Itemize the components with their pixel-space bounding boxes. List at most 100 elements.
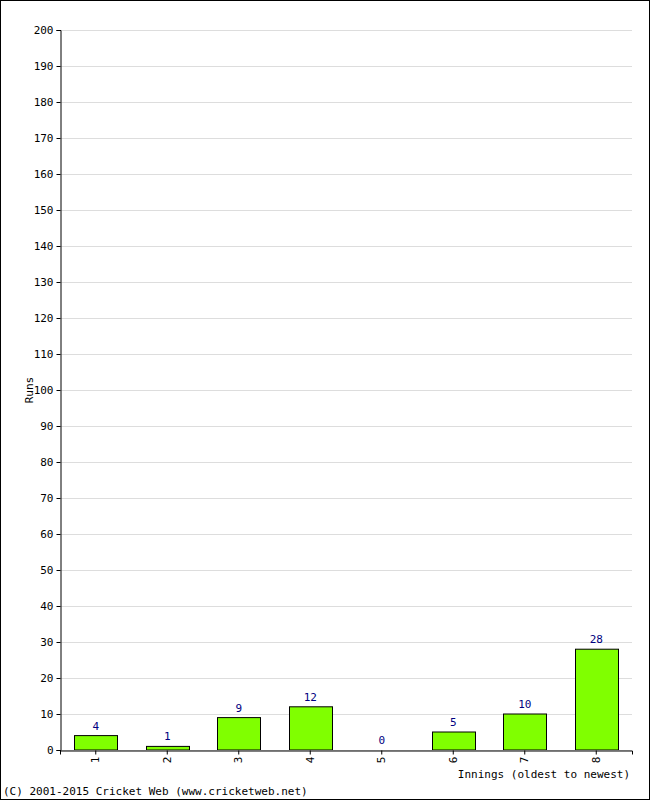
- y-tick-label: 80: [40, 456, 53, 469]
- bar: [576, 649, 619, 750]
- y-tick-mark: [57, 606, 61, 607]
- grid-line: [60, 318, 632, 319]
- y-tick: 80: [40, 456, 60, 469]
- y-tick: 150: [34, 204, 61, 217]
- x-tick-label: 8: [590, 757, 603, 764]
- y-tick-mark: [57, 390, 61, 391]
- bar: [361, 750, 404, 751]
- x-tick: 8: [590, 751, 603, 764]
- y-tick-mark: [57, 498, 61, 499]
- grid-line: [60, 354, 632, 355]
- data-label: 12: [304, 691, 317, 704]
- y-tick-mark: [57, 714, 61, 715]
- x-tick: 1: [89, 751, 102, 764]
- annotations: (C) 2001-2015 Cricket Web (www.cricketwe…: [3, 785, 308, 798]
- x-tick: 6: [447, 751, 460, 764]
- y-tick: 200: [34, 24, 61, 37]
- y-tick-mark: [57, 426, 61, 427]
- bars: [75, 649, 619, 750]
- data-label: 1: [164, 730, 171, 743]
- y-tick-label: 160: [34, 168, 54, 181]
- data-label: 10: [518, 698, 531, 711]
- y-tick: 90: [40, 420, 60, 433]
- y-tick-label: 100: [34, 384, 54, 397]
- x-tick-mark: [95, 751, 96, 755]
- y-tick: 180: [34, 96, 61, 109]
- y-tick: 30: [40, 636, 60, 649]
- x-tick-mark: [596, 751, 597, 755]
- bar: [75, 736, 118, 750]
- y-tick: 50: [40, 564, 60, 577]
- y-axis-title: Runs: [23, 377, 36, 404]
- data-label: 28: [590, 633, 603, 646]
- y-axis-line: [57, 31, 62, 751]
- data-label: 5: [450, 716, 457, 729]
- y-tick: 20: [40, 672, 60, 685]
- y-tick-mark: [57, 354, 61, 355]
- x-tick-mark: [310, 751, 311, 755]
- bar: [218, 718, 261, 750]
- border: [1, 1, 650, 800]
- y-tick: 100: [34, 384, 61, 397]
- y-tick-label: 190: [34, 60, 54, 73]
- y-tick-label: 130: [34, 276, 54, 289]
- grid-line: [60, 498, 632, 499]
- y-tick: 120: [34, 312, 61, 325]
- y-tick-mark: [57, 318, 61, 319]
- x-axis: 12345678: [61, 751, 633, 764]
- y-tick: 130: [34, 276, 61, 289]
- y-tick: 170: [34, 132, 61, 145]
- y-tick-mark: [57, 210, 61, 211]
- y-tick-label: 60: [40, 528, 53, 541]
- grid-line: [60, 570, 632, 571]
- grid-line: [60, 138, 632, 139]
- grid-line: [60, 390, 632, 391]
- y-tick-label: 110: [34, 348, 54, 361]
- y-tick-mark: [57, 462, 61, 463]
- y-tick-mark: [57, 102, 61, 103]
- y-tick-mark: [57, 534, 61, 535]
- x-tick-mark: [453, 751, 454, 755]
- y-tick-label: 170: [34, 132, 54, 145]
- bar: [504, 714, 547, 750]
- bar: [290, 707, 333, 750]
- y-tick: 0: [47, 744, 61, 757]
- y-tick: 10: [40, 708, 60, 721]
- grid-line: [60, 66, 632, 67]
- x-tick-label: 6: [447, 757, 460, 764]
- y-tick-mark: [57, 66, 61, 67]
- y-tick-label: 180: [34, 96, 54, 109]
- x-tick: 3: [232, 751, 245, 764]
- grid-line: [60, 462, 632, 463]
- y-tick-mark: [57, 30, 61, 31]
- x-tick-mark: [238, 751, 239, 755]
- y-tick-label: 20: [40, 672, 53, 685]
- y-tick-label: 30: [40, 636, 53, 649]
- y-tick-label: 200: [34, 24, 54, 37]
- y-tick-mark: [57, 678, 61, 679]
- x-tick-mark: [524, 751, 525, 755]
- y-tick-mark: [57, 138, 61, 139]
- y-tick-label: 90: [40, 420, 53, 433]
- y-tick-label: 140: [34, 240, 54, 253]
- annotation: (C) 2001-2015 Cricket Web (www.cricketwe…: [3, 785, 308, 798]
- grid-line: [60, 246, 632, 247]
- x-tick-label: 4: [304, 756, 317, 763]
- grid-line: [60, 606, 632, 607]
- chart: 4191205102801020304050607080901001101201…: [0, 0, 650, 800]
- x-tick-mark: [167, 751, 168, 755]
- x-axis-title: Innings (oldest to newest): [458, 768, 630, 781]
- x-tick-label: 5: [375, 757, 388, 764]
- y-tick: 40: [40, 600, 60, 613]
- y-tick: 60: [40, 528, 60, 541]
- y-tick-label: 120: [34, 312, 54, 325]
- x-tick: 4: [304, 751, 317, 764]
- grid-line: [60, 282, 632, 283]
- grid-line: [60, 534, 632, 535]
- y-tick: 190: [34, 60, 61, 73]
- y-tick: 110: [34, 348, 61, 361]
- y-tick-label: 70: [40, 492, 53, 505]
- grid-line: [60, 642, 632, 643]
- x-tick: 2: [161, 751, 174, 764]
- y-tick: 140: [34, 240, 61, 253]
